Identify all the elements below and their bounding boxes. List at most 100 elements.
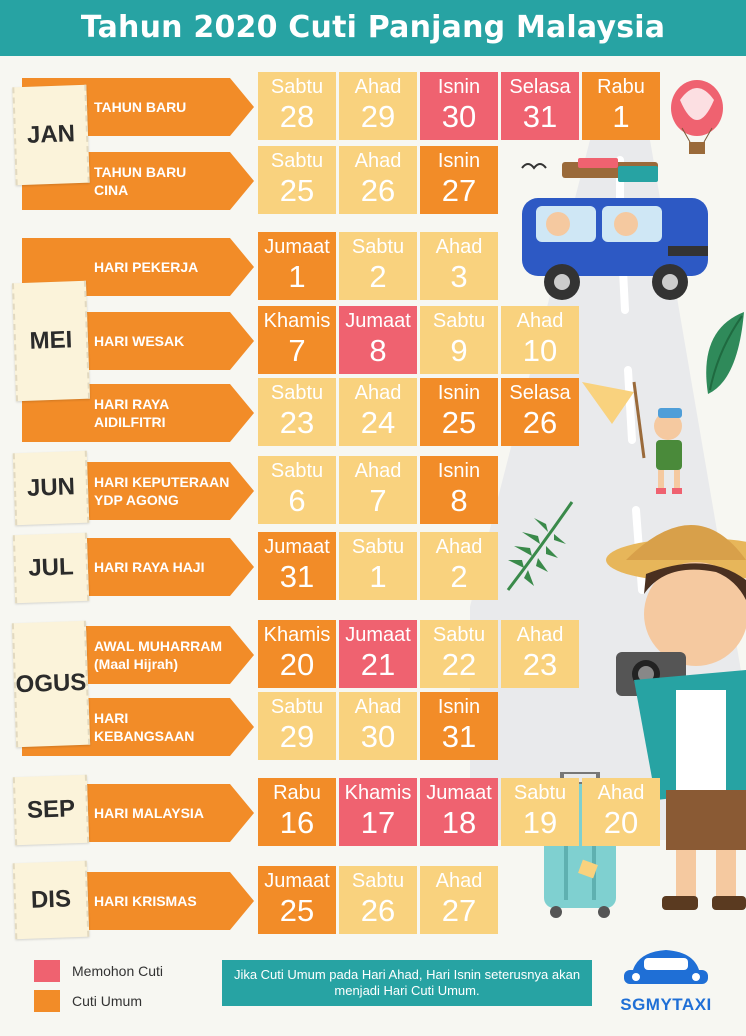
leaf-icon xyxy=(706,312,744,394)
date-number: 23 xyxy=(522,647,558,682)
date-number: 26 xyxy=(522,405,558,440)
date-number: 9 xyxy=(450,333,468,368)
holiday-date-cell: Ahad 26 xyxy=(339,146,417,214)
legend-item: Cuti Umum xyxy=(34,986,163,1016)
holiday-name: AWAL MUHARRAM (Maal Hijrah) xyxy=(94,638,223,672)
day-name: Jumaat xyxy=(345,624,411,646)
van-illustration xyxy=(522,158,708,300)
holiday-date-cell: Jumaat 18 xyxy=(420,778,498,846)
page-title: Tahun 2020 Cuti Panjang Malaysia xyxy=(0,0,746,56)
holiday-name: HARI KEBANGSAAN xyxy=(94,710,195,744)
date-number: 25 xyxy=(279,893,315,928)
holiday-date-cell: Jumaat 1 xyxy=(258,232,336,300)
month-label: OGUS xyxy=(11,620,91,748)
day-name: Sabtu xyxy=(270,696,324,718)
date-number: 28 xyxy=(279,99,315,134)
day-name: Ahad xyxy=(516,624,564,646)
date-number: 26 xyxy=(360,173,396,208)
day-name: Ahad xyxy=(597,782,645,804)
day-name: Khamis xyxy=(263,310,331,332)
holiday-date-cell: Khamis 20 xyxy=(258,620,336,688)
legend-item: Memohon Cuti xyxy=(34,956,163,986)
month-label: MEI xyxy=(11,280,91,402)
date-number: 29 xyxy=(279,719,315,754)
day-name: Ahad xyxy=(435,536,483,558)
legend-swatch xyxy=(34,960,60,982)
date-number: 31 xyxy=(522,99,558,134)
birds-icon xyxy=(521,163,547,170)
day-name: Jumaat xyxy=(345,310,411,332)
day-name: Sabtu xyxy=(270,76,324,98)
month-label: JUN xyxy=(12,450,90,526)
tourist-boy-illustration xyxy=(606,525,746,910)
day-name: Sabtu xyxy=(432,624,486,646)
day-name: Rabu xyxy=(273,782,321,804)
day-name: Ahad xyxy=(354,696,402,718)
holiday-date-cell: Sabtu 6 xyxy=(258,456,336,524)
holiday-date-cell: Sabtu 9 xyxy=(420,306,498,374)
holiday-date-cell: Sabtu 29 xyxy=(258,692,336,760)
holiday-date-cell: Ahad 2 xyxy=(420,532,498,600)
holiday-date-cell: Isnin 27 xyxy=(420,146,498,214)
holiday-date-cell: Ahad 24 xyxy=(339,378,417,446)
date-number: 16 xyxy=(279,805,315,840)
holiday-date-cell: Ahad 29 xyxy=(339,72,417,140)
holiday-date-cell: Isnin 31 xyxy=(420,692,498,760)
holiday-date-cell: Sabtu 1 xyxy=(339,532,417,600)
month-label: JAN xyxy=(12,84,90,186)
day-name: Isnin xyxy=(437,460,481,482)
day-name: Ahad xyxy=(354,150,402,172)
brand-logo: SGMYTAXI xyxy=(604,944,728,1020)
date-number: 8 xyxy=(369,333,387,368)
date-number: 1 xyxy=(369,559,387,594)
holiday-name-banner: HARI KEBANGSAAN xyxy=(22,698,254,756)
date-number: 20 xyxy=(279,647,315,682)
day-name: Ahad xyxy=(516,310,564,332)
day-name: Ahad xyxy=(435,236,483,258)
day-name: Sabtu xyxy=(351,236,405,258)
date-number: 27 xyxy=(441,893,477,928)
date-number: 23 xyxy=(279,405,315,440)
holiday-name: TAHUN BARU CINA xyxy=(94,164,187,198)
legend-label: Cuti Umum xyxy=(72,993,143,1009)
date-number: 20 xyxy=(603,805,639,840)
holiday-date-cell: Isnin 30 xyxy=(420,72,498,140)
holiday-name: HARI PEKERJA xyxy=(94,259,199,275)
legend-label: Memohon Cuti xyxy=(72,963,164,979)
day-name: Selasa xyxy=(509,382,571,404)
holiday-date-cell: Sabtu 23 xyxy=(258,378,336,446)
day-name: Ahad xyxy=(354,382,402,404)
date-number: 27 xyxy=(441,173,477,208)
holiday-date-cell: Ahad 27 xyxy=(420,866,498,934)
holiday-date-cell: Sabtu 22 xyxy=(420,620,498,688)
holiday-name: HARI MALAYSIA xyxy=(94,805,204,821)
date-number: 25 xyxy=(279,173,315,208)
holiday-note: Jika Cuti Umum pada Hari Ahad, Hari Isni… xyxy=(222,960,592,1006)
holiday-date-cell: Khamis 7 xyxy=(258,306,336,374)
holiday-name: HARI RAYA AIDILFITRI xyxy=(94,396,170,430)
holiday-name: HARI WESAK xyxy=(94,333,185,349)
day-name: Isnin xyxy=(437,696,481,718)
day-name: Sabtu xyxy=(270,150,324,172)
holiday-date-cell: Selasa 31 xyxy=(501,72,579,140)
month-label: DIS xyxy=(12,860,90,940)
date-number: 10 xyxy=(522,333,558,368)
date-number: 2 xyxy=(450,559,468,594)
holiday-date-cell: Khamis 17 xyxy=(339,778,417,846)
day-name: Khamis xyxy=(263,624,331,646)
month-label: JUL xyxy=(12,532,90,604)
date-number: 2 xyxy=(369,259,387,294)
holiday-date-cell: Ahad 23 xyxy=(501,620,579,688)
day-name: Ahad xyxy=(354,76,402,98)
date-number: 7 xyxy=(369,483,387,518)
day-name: Jumaat xyxy=(264,236,330,258)
holiday-name: TAHUN BARU xyxy=(94,99,187,115)
holiday-date-cell: Sabtu 26 xyxy=(339,866,417,934)
holiday-date-cell: Ahad 30 xyxy=(339,692,417,760)
date-number: 25 xyxy=(441,405,477,440)
day-name: Isnin xyxy=(437,150,481,172)
holiday-date-cell: Jumaat 8 xyxy=(339,306,417,374)
date-number: 31 xyxy=(441,719,477,754)
hot-air-balloon-icon xyxy=(671,80,723,154)
holiday-date-cell: Sabtu 2 xyxy=(339,232,417,300)
